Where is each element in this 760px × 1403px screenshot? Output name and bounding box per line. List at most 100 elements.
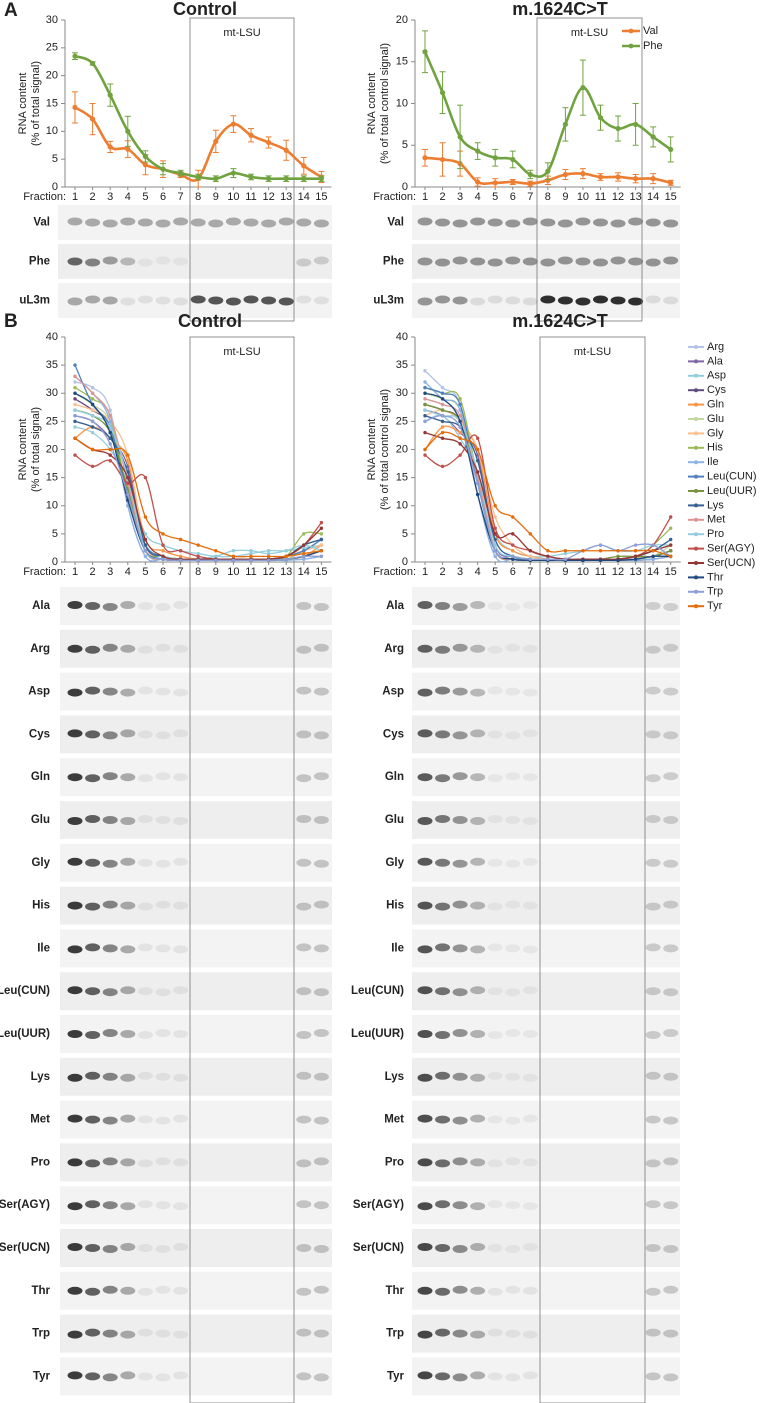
- blot-label: Tyr: [33, 1370, 51, 1382]
- blot-band: [593, 218, 608, 227]
- blot-band: [296, 943, 312, 952]
- blot-band: [593, 258, 608, 267]
- data-point: [528, 532, 532, 536]
- data-point: [302, 554, 306, 559]
- y-tick-label: 10: [46, 125, 58, 137]
- blot-band: [173, 688, 189, 697]
- blot-band: [313, 988, 329, 997]
- legend-marker: [694, 373, 698, 378]
- blot-band: [417, 217, 433, 226]
- data-point: [423, 391, 427, 395]
- blot-band: [155, 643, 171, 652]
- blot-band: [417, 601, 433, 609]
- blot-band: [137, 258, 153, 267]
- x-tick-label: 6: [160, 566, 166, 578]
- blot-band: [452, 988, 468, 997]
- data-point: [266, 549, 271, 553]
- data-point: [142, 153, 148, 159]
- legend-label: Met: [707, 514, 725, 526]
- data-point: [302, 543, 306, 547]
- x-tick-label: 8: [545, 566, 551, 578]
- blot-band: [540, 295, 556, 304]
- x-tick-label: 3: [107, 566, 113, 578]
- blot-band: [313, 687, 329, 696]
- blot-band: [435, 258, 451, 267]
- data-point: [125, 128, 131, 134]
- data-point: [108, 447, 112, 452]
- data-point: [319, 520, 324, 525]
- blot-band: [296, 645, 312, 654]
- mt-lsu-box: [539, 336, 646, 1403]
- series-line: [424, 434, 672, 561]
- blot-band: [120, 1073, 136, 1082]
- data-point: [616, 554, 620, 559]
- data-point: [475, 481, 480, 485]
- blot-band: [417, 901, 433, 910]
- data-point: [475, 470, 480, 474]
- blot-label: Phe: [383, 256, 404, 268]
- data-point: [231, 549, 236, 553]
- blot-band: [505, 1329, 521, 1338]
- data-point: [563, 549, 568, 553]
- data-point: [107, 144, 113, 150]
- blot-band: [67, 1286, 83, 1295]
- blot-band: [663, 1329, 679, 1338]
- data-point: [580, 171, 586, 177]
- data-point: [458, 430, 462, 435]
- blot-band: [435, 943, 451, 952]
- blot-image: [60, 1271, 332, 1310]
- blot-band: [470, 217, 486, 226]
- data-point: [72, 53, 78, 59]
- blot-band: [435, 987, 451, 996]
- data-point: [598, 543, 603, 547]
- blot-band: [540, 218, 556, 227]
- data-point: [458, 419, 462, 424]
- data-point: [90, 425, 95, 429]
- data-point: [458, 436, 462, 440]
- data-point: [510, 179, 516, 185]
- y-tick-label: 15: [46, 97, 58, 109]
- blot-band: [487, 1159, 503, 1168]
- blot-band: [173, 1286, 189, 1295]
- data-point: [423, 402, 427, 407]
- data-point: [319, 554, 324, 559]
- x-tick-label: 5: [142, 191, 148, 203]
- blot-label: Trp: [32, 1328, 50, 1340]
- data-point: [266, 139, 272, 146]
- x-tick-label: 7: [178, 566, 184, 578]
- legend-label: Pro: [707, 528, 724, 540]
- blot-band: [313, 603, 329, 611]
- blot-band: [487, 1244, 503, 1252]
- blot-image: [412, 1100, 680, 1139]
- data-point: [651, 554, 655, 559]
- legend-label: Trp: [707, 586, 723, 598]
- blot-band: [505, 687, 521, 696]
- blot-band: [435, 1200, 451, 1209]
- blot-band: [155, 687, 171, 696]
- data-point: [90, 414, 95, 418]
- data-point: [249, 551, 253, 556]
- data-point: [475, 492, 480, 497]
- blot-band: [67, 1202, 83, 1211]
- data-point: [546, 554, 550, 559]
- blot-label: Lys: [31, 1071, 50, 1083]
- blot-band: [208, 219, 224, 228]
- blot-band: [470, 945, 486, 954]
- legend-marker: [694, 575, 698, 580]
- data-point: [126, 481, 130, 485]
- blot-band: [487, 1372, 503, 1381]
- data-point: [458, 425, 462, 429]
- y-tick-label: 10: [396, 97, 408, 109]
- blot-band: [85, 815, 101, 823]
- blot-band: [417, 1202, 433, 1211]
- data-point: [73, 436, 77, 440]
- data-point: [302, 549, 306, 553]
- data-point: [284, 554, 288, 559]
- data-point: [108, 414, 112, 418]
- blot-band: [173, 601, 189, 609]
- blot-image: [412, 972, 680, 1011]
- data-point: [108, 442, 112, 446]
- y-tick-label: 30: [46, 387, 58, 399]
- blot-band: [137, 602, 153, 610]
